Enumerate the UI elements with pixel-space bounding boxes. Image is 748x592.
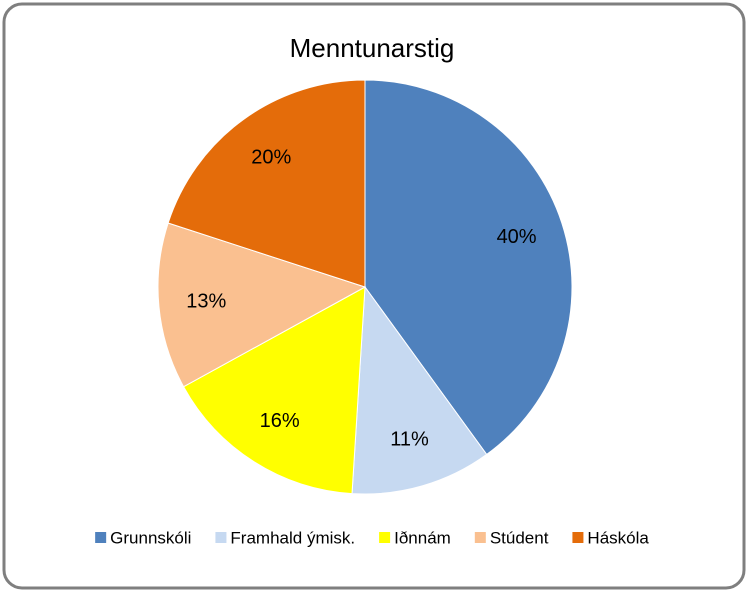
pie-slice	[157, 222, 367, 388]
legend-label: Framhald ýmisk.	[230, 528, 355, 547]
legend-swatch	[572, 532, 584, 543]
pie-slice	[364, 79, 573, 456]
legend-label: Iðnnám	[394, 528, 451, 547]
pie-slice	[167, 79, 366, 288]
legend-swatch	[379, 532, 391, 543]
data-label: 16%	[260, 410, 300, 432]
pie-slice	[351, 285, 488, 495]
data-label: 13%	[186, 290, 226, 312]
data-label: 20%	[251, 146, 291, 168]
legend-swatch	[95, 532, 107, 543]
pie-slice	[182, 286, 366, 495]
data-label: 40%	[497, 226, 537, 248]
chart-title: Menntunarstig	[290, 33, 455, 63]
legend-label: Stúdent	[490, 528, 549, 547]
legend-label: Grunnskóli	[110, 528, 191, 547]
legend-label: Háskóla	[587, 528, 649, 547]
legend-swatch	[215, 532, 227, 543]
data-label: 11%	[390, 428, 429, 450]
legend-swatch	[474, 532, 486, 543]
